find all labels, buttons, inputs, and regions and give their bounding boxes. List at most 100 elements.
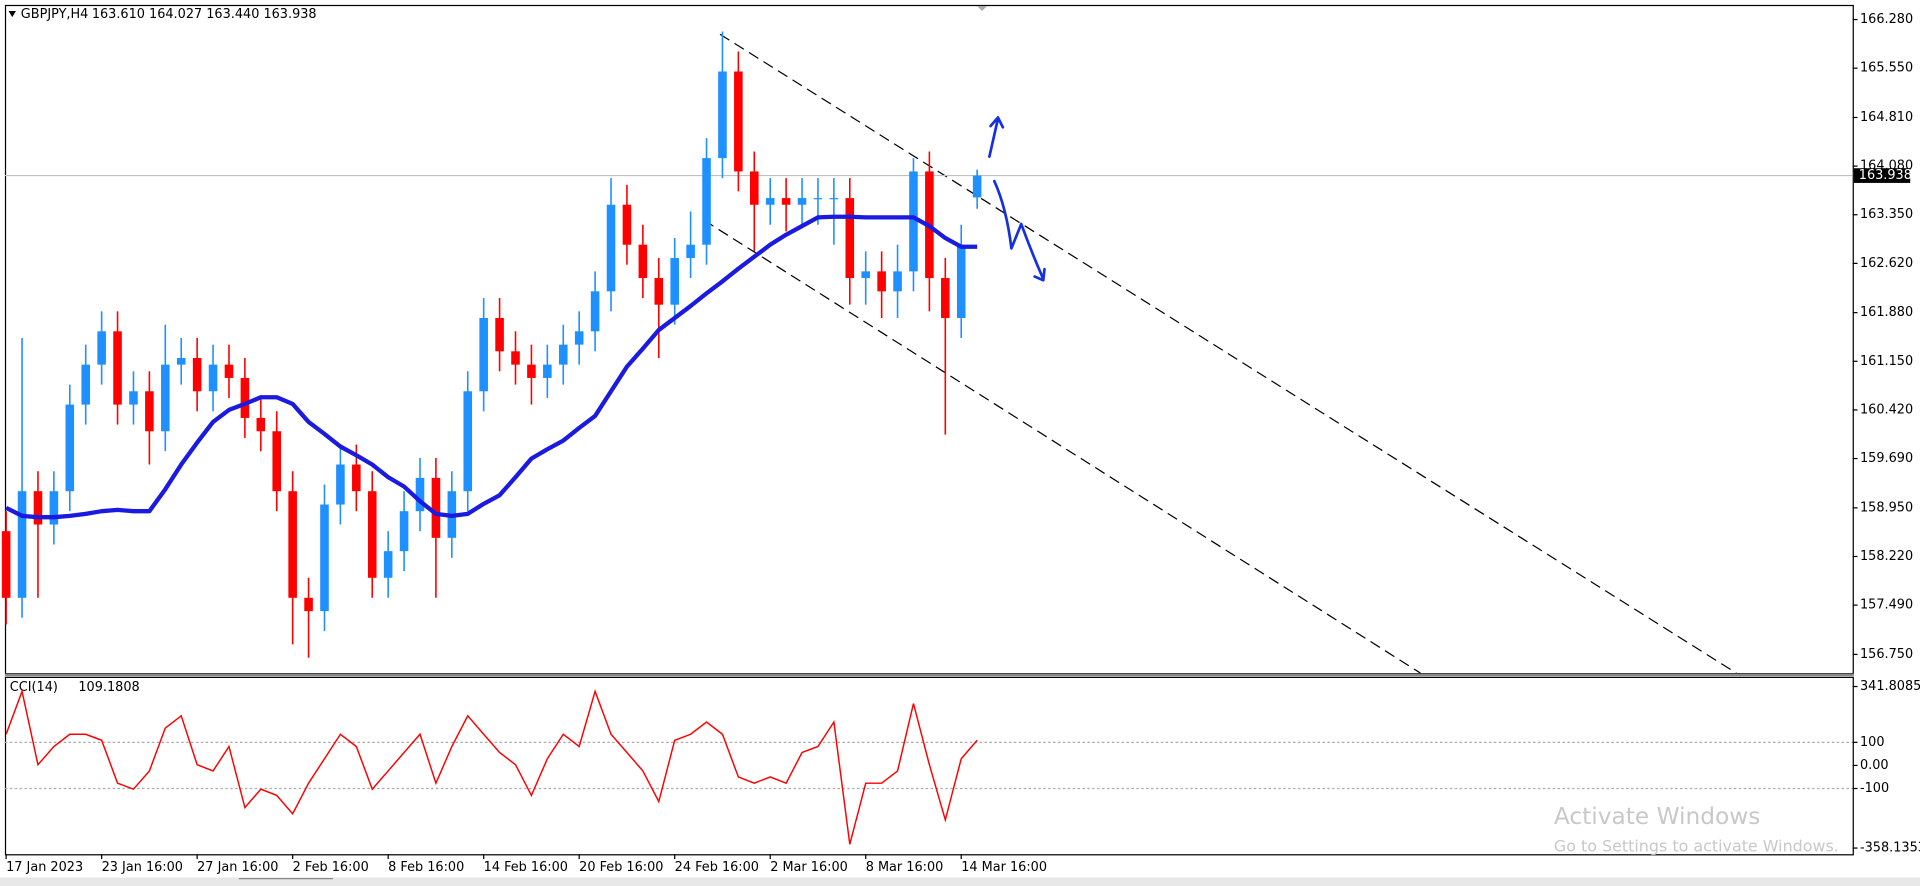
candle-body: [288, 491, 297, 598]
x-tick-label: 14 Feb 16:00: [484, 860, 568, 875]
candle-body: [97, 331, 106, 365]
moving-average: [5, 214, 978, 520]
candle-body: [399, 511, 409, 552]
watermark: Activate Windows Go to Settings to activ…: [1554, 803, 1839, 855]
candle-body: [527, 364, 536, 378]
candle-body: [431, 477, 441, 538]
candle-body: [161, 364, 170, 432]
candle-body: [956, 244, 966, 318]
candle-body: [750, 171, 759, 205]
candle-body: [383, 551, 393, 578]
candle-body: [543, 364, 552, 378]
candle-body: [765, 198, 775, 205]
candle-body: [909, 171, 918, 272]
trend-line: [703, 219, 1421, 674]
x-tick-label: 20 Feb 16:00: [579, 860, 663, 875]
candle-body: [113, 331, 122, 405]
shift-marker: [977, 6, 987, 12]
candle-body: [574, 331, 584, 345]
candle-body: [272, 431, 282, 492]
y-tick-label: 162.620: [1860, 256, 1913, 271]
x-tick-label: 27 Jan 16:00: [197, 860, 278, 875]
candle-body: [511, 351, 520, 365]
candle-body: [845, 198, 855, 279]
candle-body: [65, 404, 75, 492]
candle-body: [861, 271, 870, 279]
symbol: GBPJPY,H4: [21, 7, 89, 22]
x-tick-label: 24 Feb 16:00: [675, 860, 759, 875]
last-price-box: [1853, 168, 1911, 183]
y-tick-label: -100: [1860, 781, 1889, 796]
candle-body: [558, 344, 568, 365]
watermark-title: Activate Windows: [1554, 803, 1761, 830]
y-tick-label: 341.8085: [1860, 679, 1920, 694]
candle-body: [670, 258, 679, 305]
x-tick-label: 14 Mar 16:00: [961, 860, 1047, 875]
arrow-up: [988, 116, 1005, 158]
candle-body: [781, 198, 791, 205]
candle-body: [463, 391, 473, 492]
candle-body: [304, 597, 313, 612]
candle-body: [81, 364, 90, 405]
trend-line: [719, 33, 1737, 674]
candle-body: [129, 391, 138, 405]
candle-body: [145, 391, 154, 432]
candle-body: [686, 244, 695, 259]
candle-body: [654, 278, 664, 305]
candle-body: [240, 377, 250, 418]
x-tick-label: 2 Feb 16:00: [293, 860, 369, 875]
y-tick-label: 158.220: [1860, 549, 1913, 564]
candle-body: [352, 464, 361, 492]
candle-body: [320, 504, 329, 612]
candle-body: [718, 71, 727, 159]
candle-body: [702, 158, 711, 245]
cci-panel: [4, 676, 1854, 856]
candle-body: [479, 317, 488, 392]
candle-body: [224, 364, 234, 378]
ohlc-info: 163.610 164.027 163.440 163.938: [92, 7, 317, 22]
y-tick-label: 161.150: [1860, 354, 1913, 369]
y-tick-label: 164.810: [1860, 110, 1913, 125]
candle-body: [415, 477, 425, 512]
y-tick-label: -358.1353: [1860, 841, 1920, 856]
last-price-label: 163.938: [1859, 168, 1912, 183]
tab-bar: [0, 877, 1920, 886]
cci-title: CCI(14): [10, 680, 58, 695]
y-tick-label: 163.350: [1860, 207, 1913, 222]
candle-body: [638, 244, 648, 279]
candle-body: [829, 198, 839, 200]
x-tick-label: 8 Mar 16:00: [866, 860, 944, 875]
candle-body: [734, 71, 743, 172]
candle-body: [192, 357, 202, 392]
y-tick-label: 159.690: [1860, 451, 1913, 466]
candle-body: [590, 291, 600, 332]
menu-triangle[interactable]: [8, 11, 16, 18]
x-tick-label: 2 Mar 16:00: [770, 860, 848, 875]
cci-line: [5, 688, 978, 845]
candle-body: [1, 531, 11, 598]
y-tick-label: 161.880: [1860, 305, 1913, 320]
candle-body: [877, 271, 886, 292]
y-tick-label: 100: [1860, 735, 1885, 750]
y-tick-label: 0.00: [1860, 758, 1889, 773]
cci-value: 109.1808: [78, 680, 139, 695]
candle-body: [256, 417, 266, 432]
candle-body: [606, 204, 616, 292]
y-tick-label: 166.280: [1860, 12, 1913, 27]
y-tick-label: 160.420: [1860, 402, 1913, 417]
candle-body: [972, 175, 982, 198]
arrow-down: [992, 179, 1046, 282]
candle-body: [813, 198, 823, 200]
candle-body: [49, 491, 59, 525]
y-tick-label: 156.750: [1860, 647, 1913, 662]
candle-body: [176, 357, 186, 365]
x-tick-label: 8 Feb 16:00: [388, 860, 464, 875]
candle-body: [797, 198, 807, 205]
x-tick-label: 17 Jan 2023: [6, 860, 83, 875]
watermark-subtitle: Go to Settings to activate Windows.: [1554, 836, 1839, 855]
candle-body: [495, 317, 504, 352]
candle-body: [17, 491, 27, 598]
